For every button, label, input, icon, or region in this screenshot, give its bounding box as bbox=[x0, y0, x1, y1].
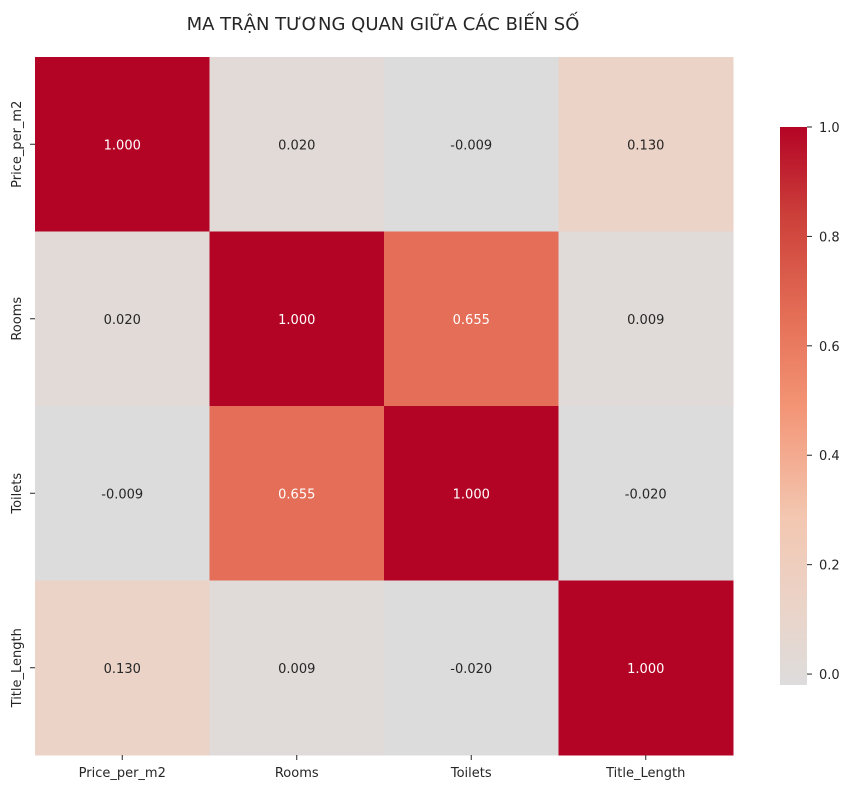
colorbar: 0.0 0.2 0.4 0.6 0.8 1.0 bbox=[780, 121, 840, 685]
heatmap-cell bbox=[35, 231, 210, 407]
heatmap-cell bbox=[35, 406, 210, 581]
x-tick-label: Price_per_m2 bbox=[79, 766, 166, 781]
x-tick-label: Toilets bbox=[450, 766, 492, 781]
cell-value-label: -0.020 bbox=[625, 487, 667, 502]
cell-value-label: 1.000 bbox=[278, 313, 315, 328]
cell-value-label: 0.009 bbox=[627, 313, 664, 328]
colorbar-tick-label: 0.6 bbox=[819, 340, 840, 355]
heatmap-cell bbox=[384, 57, 559, 232]
cell-value-label: -0.009 bbox=[450, 138, 492, 153]
cell-value-label: -0.009 bbox=[101, 487, 143, 502]
y-axis: Price_per_m2 Rooms Toilets Title_Length bbox=[10, 101, 35, 708]
x-tick-label: Rooms bbox=[275, 766, 319, 781]
heatmap-cell bbox=[209, 57, 385, 232]
colorbar-tick-label: 0.8 bbox=[819, 230, 840, 245]
heatmap-cell bbox=[209, 406, 385, 581]
colorbar-tick-label: 1.0 bbox=[819, 121, 840, 136]
y-tick-label: Price_per_m2 bbox=[10, 101, 25, 188]
x-axis: Price_per_m2 Rooms Toilets Title_Length bbox=[79, 755, 685, 781]
cell-value-label: 1.000 bbox=[627, 662, 664, 677]
cell-value-label: -0.020 bbox=[450, 662, 492, 677]
cell-value-label: 0.020 bbox=[278, 138, 315, 153]
cell-value-label: 0.009 bbox=[278, 662, 315, 677]
chart-title: MA TRẬN TƯƠNG QUAN GIỮA CÁC BIẾN SỐ bbox=[187, 11, 580, 35]
heatmap-cell bbox=[558, 406, 734, 581]
cell-value-label: 0.655 bbox=[278, 487, 315, 502]
y-tick-label: Toilets bbox=[10, 473, 25, 515]
cell-value-label: 1.000 bbox=[453, 487, 490, 502]
heatmap-cell bbox=[35, 57, 210, 232]
heatmap-cell bbox=[384, 406, 559, 581]
y-tick-label: Rooms bbox=[10, 297, 25, 341]
heatmap-cell bbox=[35, 580, 210, 756]
heatmap-cell bbox=[209, 580, 385, 756]
cell-value-label: 0.130 bbox=[627, 138, 664, 153]
x-tick-label: Title_Length bbox=[605, 766, 685, 781]
cell-value-label: 0.655 bbox=[453, 313, 490, 328]
heatmap-cell bbox=[558, 231, 734, 407]
cell-value-label: 0.020 bbox=[104, 313, 141, 328]
heatmap-cells: 1.000 0.020 -0.009 0.130 0.020 1.000 0.655 0.00… bbox=[35, 57, 734, 756]
y-tick-label: Title_Length bbox=[10, 628, 25, 708]
heatmap-cell bbox=[384, 580, 559, 756]
colorbar-tick-label: 0.4 bbox=[819, 449, 840, 464]
cell-value-label: 1.000 bbox=[104, 138, 141, 153]
cell-value-label: 0.130 bbox=[104, 662, 141, 677]
heatmap-cell bbox=[558, 57, 734, 232]
colorbar-tick-label: 0.0 bbox=[819, 668, 840, 683]
heatmap-cell bbox=[384, 231, 559, 407]
heatmap-cell bbox=[209, 231, 385, 407]
colorbar-tick-label: 0.2 bbox=[819, 559, 840, 574]
colorbar-gradient bbox=[780, 127, 807, 685]
heatmap-cell bbox=[558, 580, 734, 756]
